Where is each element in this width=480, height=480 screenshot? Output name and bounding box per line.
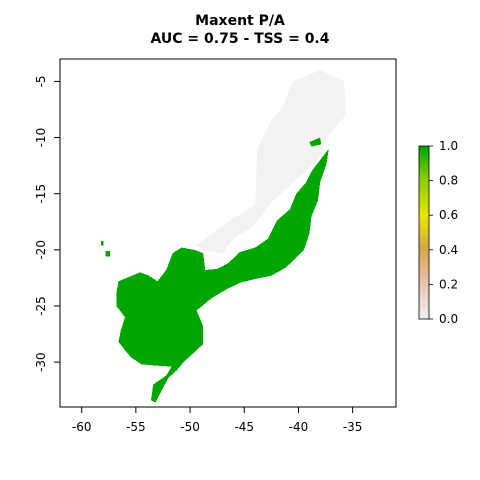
presence-region-4 [101, 240, 104, 246]
presence-region-1 [309, 137, 322, 147]
legend-tick-label: 0.6 [439, 208, 458, 222]
x-tick-label: -40 [289, 420, 309, 434]
legend-color-bar [418, 145, 430, 320]
absence-region-2 [196, 70, 347, 254]
x-tick-label: -55 [126, 420, 146, 434]
legend-tick-label: 1.0 [439, 139, 458, 153]
y-tick-label: -15 [34, 184, 48, 204]
plot-title: Maxent P/A [195, 13, 285, 29]
presence-region-0 [116, 148, 329, 403]
legend-tick-label: 0.0 [439, 312, 458, 326]
x-tick-label: -60 [72, 420, 92, 434]
plot-subtitle: AUC = 0.75 - TSS = 0.4 [150, 31, 330, 47]
presence-region-3 [105, 251, 110, 257]
legend-tick-label: 0.8 [439, 174, 458, 188]
color-legend: 0.0 0.2 0.4 0.6 0.8 1.0 [418, 139, 458, 326]
prediction-raster [101, 70, 347, 403]
y-tick-label: -20 [34, 240, 48, 260]
y-tick-label: -5 [34, 75, 48, 87]
y-tick-label: -30 [34, 352, 48, 372]
y-axis: -5 -10 -15 -20 -25 -30 [34, 75, 61, 372]
y-tick-label: -10 [34, 128, 48, 148]
y-tick-label: -25 [34, 296, 48, 316]
x-tick-label: -45 [234, 420, 254, 434]
x-axis: -60 -55 -50 -45 -40 -35 [72, 406, 363, 434]
x-tick-label: -50 [180, 420, 200, 434]
legend-tick-label: 0.2 [439, 277, 458, 291]
legend-tick-label: 0.4 [439, 243, 458, 257]
x-tick-label: -35 [343, 420, 363, 434]
